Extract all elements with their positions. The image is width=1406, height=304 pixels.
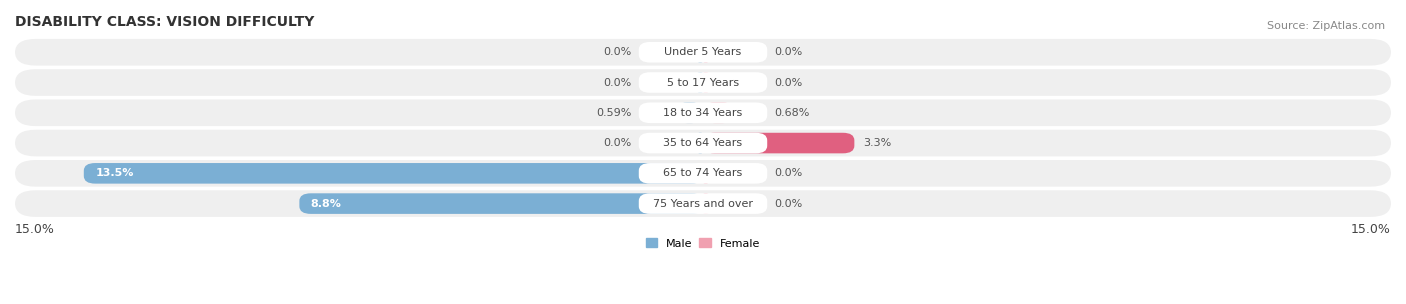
Text: Under 5 Years: Under 5 Years [665, 47, 741, 57]
FancyBboxPatch shape [299, 193, 703, 214]
Text: 15.0%: 15.0% [15, 223, 55, 236]
FancyBboxPatch shape [638, 72, 768, 93]
Text: 0.0%: 0.0% [775, 199, 803, 209]
FancyBboxPatch shape [697, 133, 703, 153]
Text: 13.5%: 13.5% [96, 168, 134, 178]
Text: 0.0%: 0.0% [603, 138, 631, 148]
FancyBboxPatch shape [703, 102, 734, 123]
Legend: Male, Female: Male, Female [641, 234, 765, 253]
Text: Source: ZipAtlas.com: Source: ZipAtlas.com [1267, 21, 1385, 31]
FancyBboxPatch shape [638, 42, 768, 63]
Text: 0.0%: 0.0% [775, 78, 803, 88]
FancyBboxPatch shape [638, 193, 768, 214]
Text: DISABILITY CLASS: VISION DIFFICULTY: DISABILITY CLASS: VISION DIFFICULTY [15, 15, 315, 29]
FancyBboxPatch shape [638, 102, 768, 123]
FancyBboxPatch shape [703, 163, 709, 184]
FancyBboxPatch shape [676, 102, 703, 123]
Text: 18 to 34 Years: 18 to 34 Years [664, 108, 742, 118]
FancyBboxPatch shape [703, 72, 709, 93]
FancyBboxPatch shape [638, 133, 768, 153]
Text: 0.0%: 0.0% [603, 47, 631, 57]
Text: 0.59%: 0.59% [596, 108, 631, 118]
Text: 0.0%: 0.0% [775, 47, 803, 57]
Text: 35 to 64 Years: 35 to 64 Years [664, 138, 742, 148]
FancyBboxPatch shape [15, 99, 1391, 126]
Text: 8.8%: 8.8% [311, 199, 342, 209]
FancyBboxPatch shape [15, 130, 1391, 156]
FancyBboxPatch shape [15, 69, 1391, 96]
Text: 0.68%: 0.68% [775, 108, 810, 118]
FancyBboxPatch shape [697, 72, 703, 93]
Text: 0.0%: 0.0% [603, 78, 631, 88]
FancyBboxPatch shape [703, 133, 855, 153]
FancyBboxPatch shape [703, 193, 709, 214]
FancyBboxPatch shape [697, 42, 703, 63]
FancyBboxPatch shape [703, 42, 709, 63]
FancyBboxPatch shape [84, 163, 703, 184]
Text: 5 to 17 Years: 5 to 17 Years [666, 78, 740, 88]
Text: 0.0%: 0.0% [775, 168, 803, 178]
Text: 15.0%: 15.0% [1351, 223, 1391, 236]
Text: 3.3%: 3.3% [863, 138, 891, 148]
FancyBboxPatch shape [638, 163, 768, 184]
FancyBboxPatch shape [15, 160, 1391, 187]
Text: 75 Years and over: 75 Years and over [652, 199, 754, 209]
FancyBboxPatch shape [15, 39, 1391, 66]
FancyBboxPatch shape [15, 190, 1391, 217]
Text: 65 to 74 Years: 65 to 74 Years [664, 168, 742, 178]
